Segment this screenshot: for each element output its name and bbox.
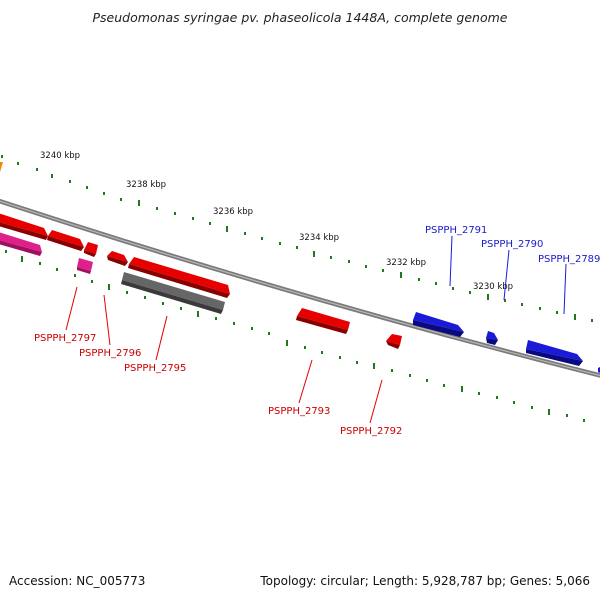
gene-labels: PSPPH_2797 PSPPH_2796 PSPPH_2795 PSPPH_2… <box>34 225 600 437</box>
gene-arrow-2793 <box>297 308 350 330</box>
label-leaders <box>65 235 567 424</box>
gene-label-2797: PSPPH_2797 <box>34 333 96 344</box>
inner-genes <box>0 232 600 373</box>
genome-summary-text: Topology: circular; Length: 5,928,787 bp… <box>260 574 590 588</box>
scale-label-3230: 3230 kbp <box>473 282 513 292</box>
scale-labels: 3240 kbp 3238 kbp 3236 kbp 3234 kbp 3232… <box>40 151 513 292</box>
accession-text: Accession: NC_005773 <box>9 574 146 588</box>
map-title: Pseudomonas syringae pv. phaseolicola 14… <box>92 10 508 25</box>
gene-label-2791: PSPPH_2791 <box>425 225 487 236</box>
gene-label-2796: PSPPH_2796 <box>79 348 141 359</box>
gene-label-2795: PSPPH_2795 <box>124 363 186 374</box>
gene-label-2793: PSPPH_2793 <box>268 406 330 417</box>
pseudo-feature-2 <box>77 258 93 271</box>
scale-label-3238: 3238 kbp <box>126 180 166 190</box>
gene-arrow-2792 <box>386 334 402 345</box>
gene-arrow-outer-4 <box>107 251 128 262</box>
gene-label-2792: PSPPH_2792 <box>340 426 402 437</box>
scale-label-3234: 3234 kbp <box>299 233 339 243</box>
scale-label-3236: 3236 kbp <box>213 207 253 217</box>
genome-backbone <box>0 198 600 378</box>
gene-arrow-2790 <box>486 331 498 340</box>
outer-tick-ring <box>1 155 593 322</box>
inner-tick-ring <box>5 250 585 422</box>
pseudo-feature-1 <box>0 232 42 252</box>
gene-arrow-outer-1 <box>0 213 48 236</box>
gene-label-2789: PSPPH_2789 <box>538 254 600 265</box>
gene-arrow-outer-3 <box>84 242 98 254</box>
orange-feature <box>0 162 3 172</box>
grey-feature <box>122 272 225 310</box>
scale-label-3240: 3240 kbp <box>40 151 80 161</box>
gene-arrow-2791 <box>413 312 464 332</box>
gene-label-2790: PSPPH_2790 <box>481 239 543 250</box>
gene-arrow-2789 <box>526 340 583 361</box>
outer-genes <box>0 213 230 298</box>
scale-label-3232: 3232 kbp <box>386 258 426 268</box>
gene-arrow-outer-5 <box>129 257 230 294</box>
gene-arrow-outer-2 <box>48 230 84 247</box>
